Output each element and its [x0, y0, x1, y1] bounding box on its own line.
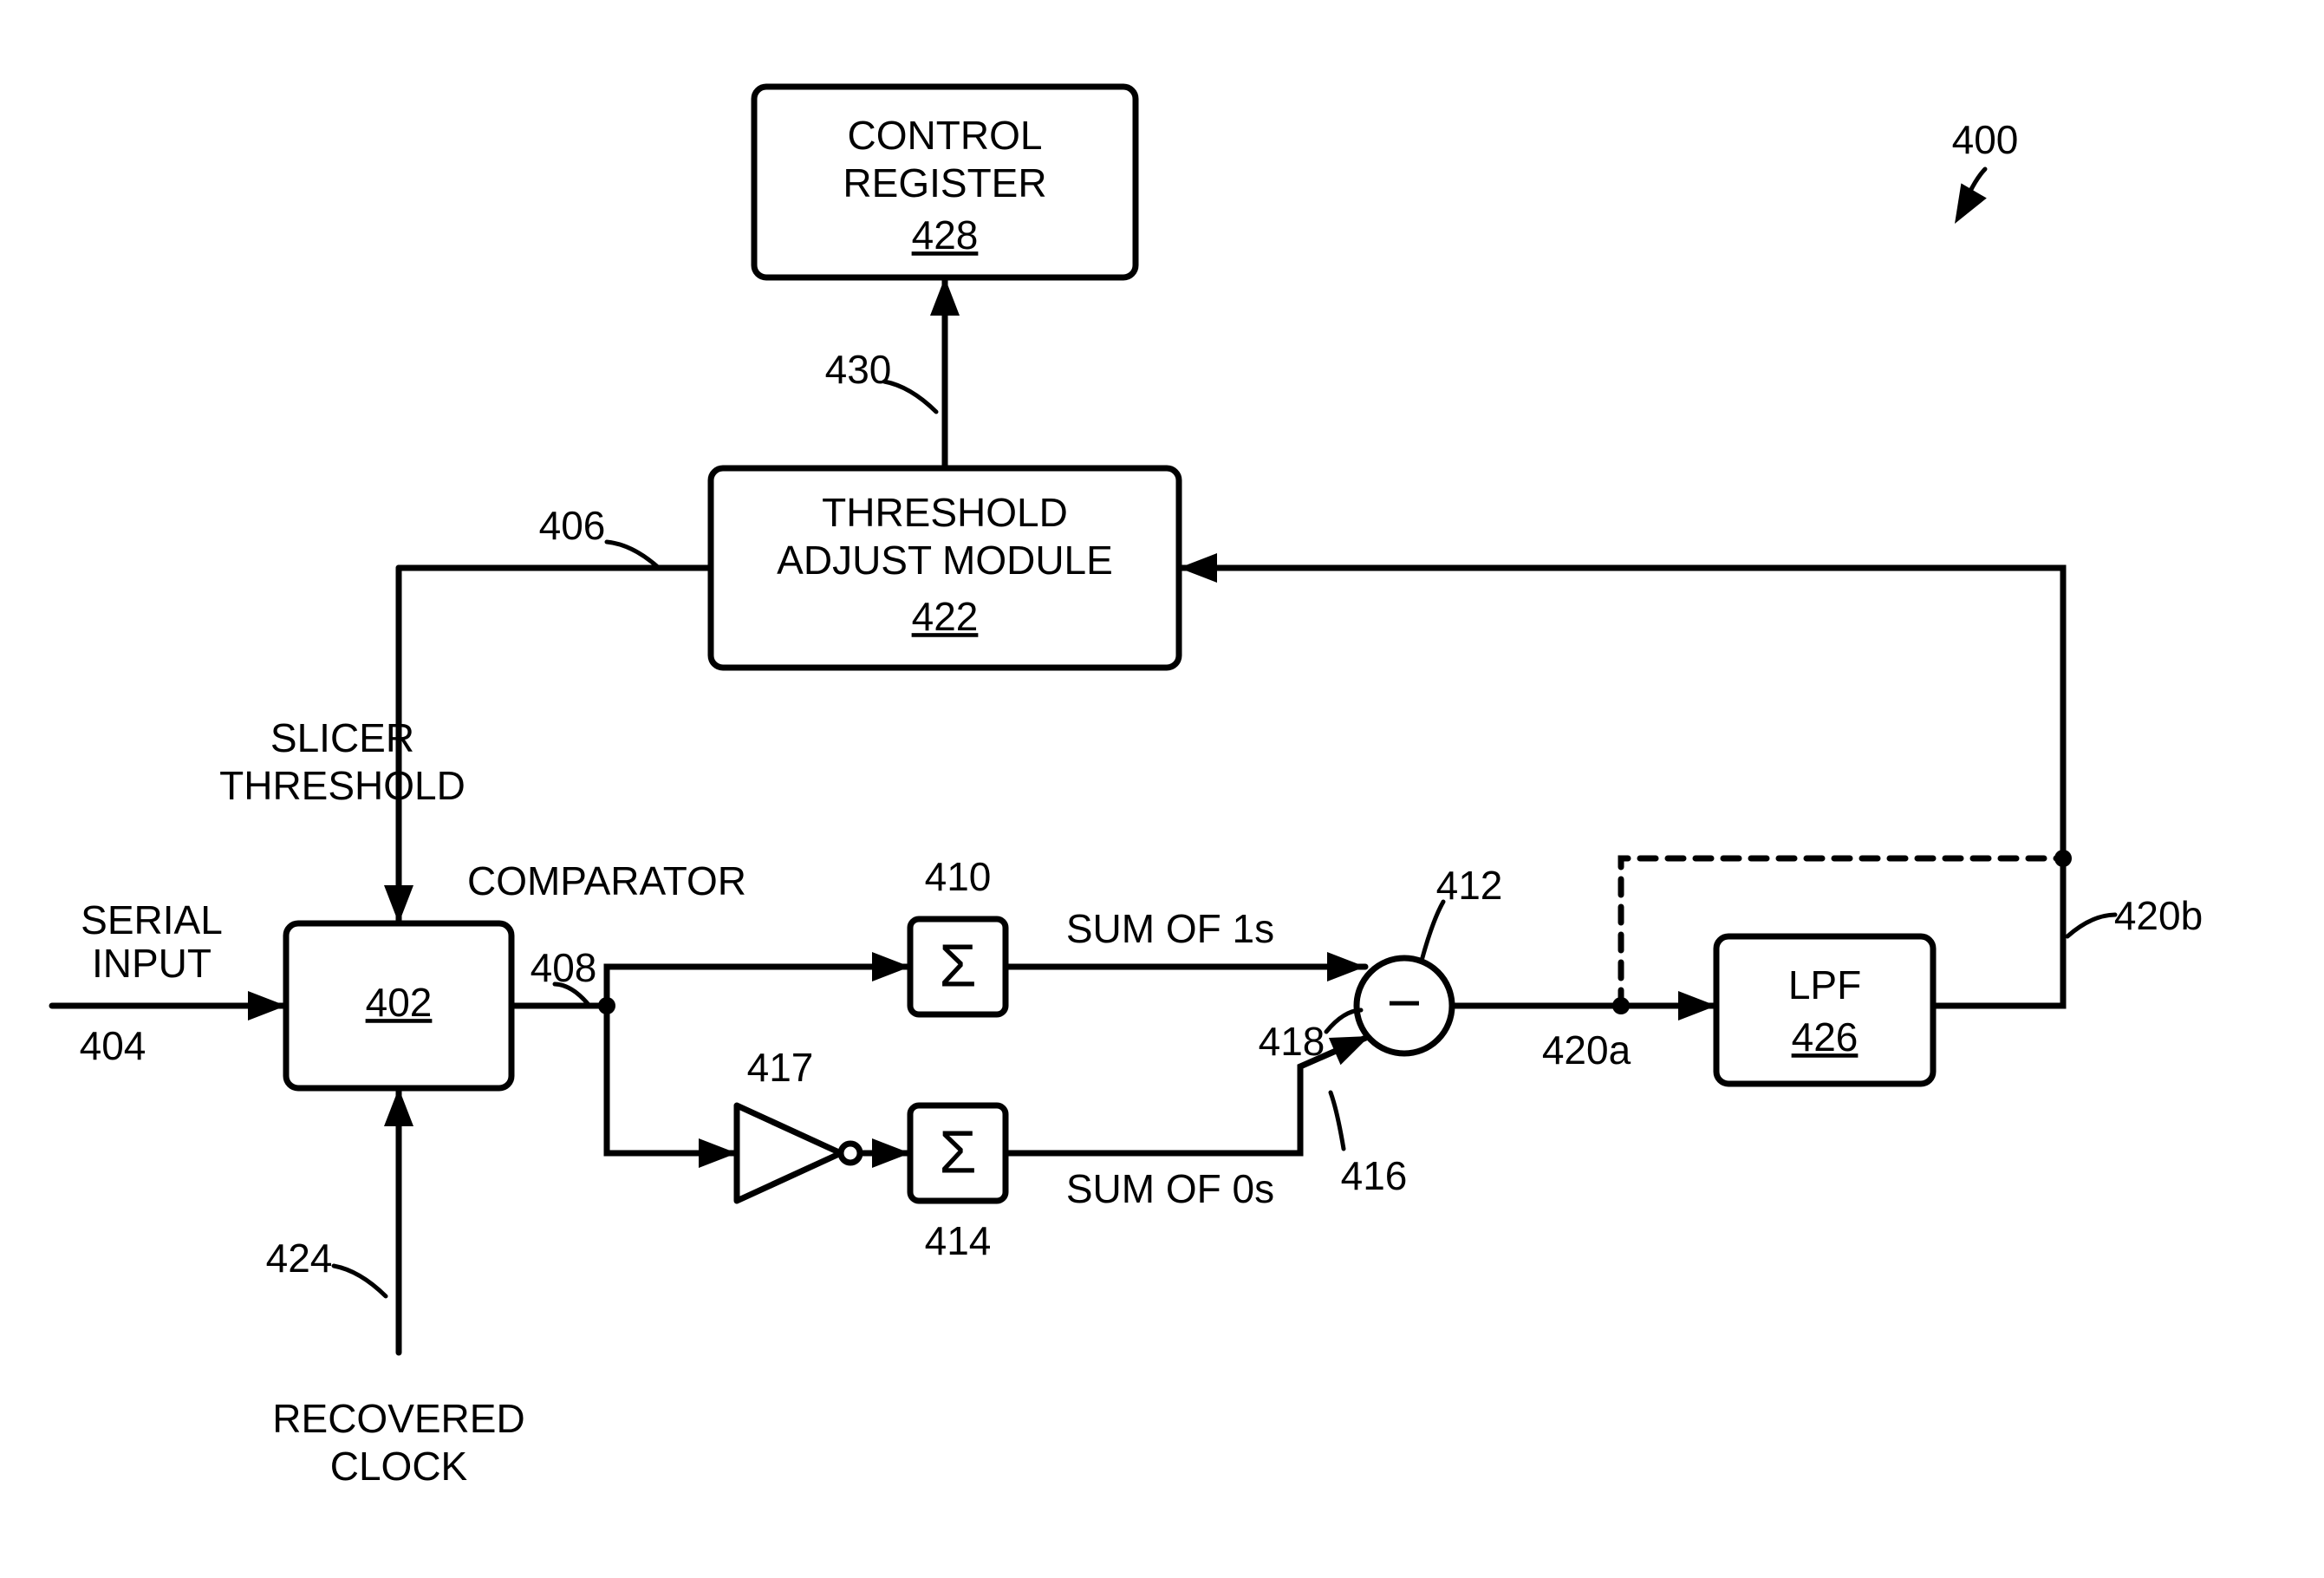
label-serial_input_2: INPUT	[92, 941, 212, 986]
label-clock: CLOCK	[330, 1444, 468, 1489]
sum1-sigma-icon: Σ	[939, 931, 976, 999]
label-ref404: 404	[80, 1023, 146, 1068]
junction-dot	[2054, 850, 2072, 867]
control-register-ref: 428	[912, 212, 979, 258]
subtractor-ref-418: 418	[1259, 1019, 1325, 1064]
control-register-label: CONTROL	[848, 113, 1043, 158]
control-register-label2: REGISTER	[843, 160, 1046, 205]
minus-icon: −	[1387, 968, 1422, 1036]
junction-dot	[598, 997, 615, 1014]
subtractor-ref-416: 416	[1341, 1153, 1408, 1198]
label-ref406: 406	[539, 503, 606, 548]
label-comparator: COMPARATOR	[467, 858, 746, 903]
label-sum_of_0s: SUM OF 0s	[1066, 1166, 1274, 1211]
inverter-ref: 417	[747, 1045, 814, 1090]
lpf-ref: 426	[1792, 1014, 1859, 1060]
threshold-adjust-label: THRESHOLD	[822, 490, 1068, 535]
label-ref400: 400	[1952, 117, 2019, 162]
label-threshold: THRESHOLD	[219, 763, 465, 808]
junction-dot	[1612, 997, 1630, 1014]
threshold-adjust-ref: 422	[912, 594, 979, 639]
lpf-label: LPF	[1788, 962, 1861, 1007]
label-ref420b: 420b	[2114, 893, 2203, 938]
subtractor-ref-412: 412	[1436, 863, 1503, 908]
label-ref420a: 420a	[1542, 1027, 1631, 1073]
label-ref408: 408	[531, 945, 597, 990]
inverter-bubble-icon	[841, 1144, 860, 1163]
label-ref430: 430	[825, 347, 892, 392]
sum1-ref: 410	[925, 854, 992, 899]
threshold-adjust-label2: ADJUST MODULE	[777, 538, 1113, 583]
label-ref424: 424	[266, 1236, 333, 1281]
sum0-sigma-icon: Σ	[939, 1118, 976, 1185]
label-sum_of_1s: SUM OF 1s	[1066, 906, 1274, 951]
label-slicer: SLICER	[270, 715, 414, 760]
label-serial_input_1: SERIAL	[81, 897, 223, 942]
sum0-ref: 414	[925, 1218, 992, 1263]
label-recovered: RECOVERED	[272, 1396, 524, 1441]
comparator-ref: 402	[366, 980, 433, 1025]
